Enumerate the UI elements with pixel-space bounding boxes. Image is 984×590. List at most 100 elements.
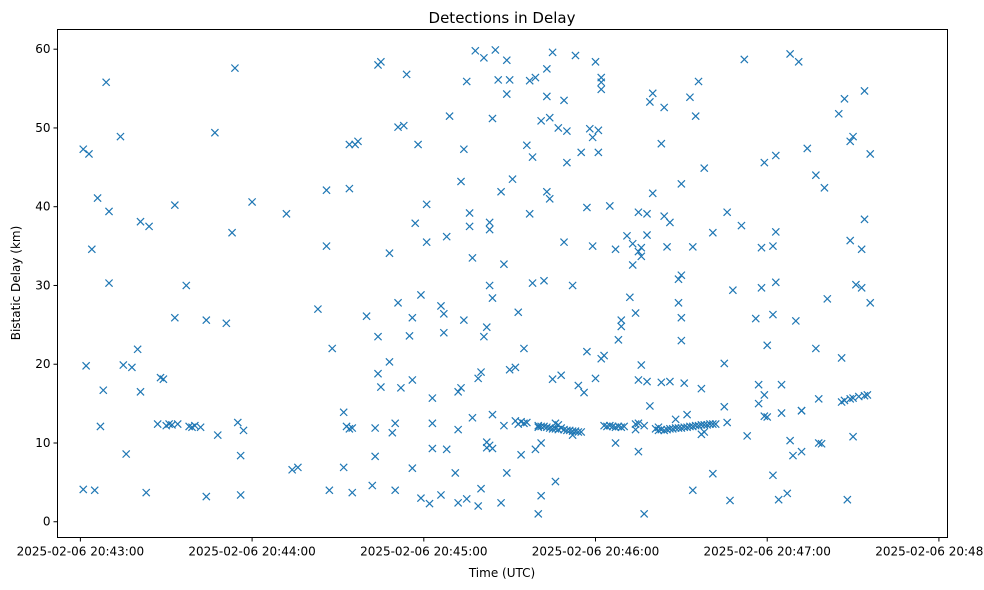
data-point xyxy=(654,426,663,435)
data-point xyxy=(282,209,291,218)
data-point xyxy=(777,380,786,389)
data-point xyxy=(588,242,597,251)
data-point xyxy=(660,426,669,435)
data-point xyxy=(402,70,411,79)
data-point xyxy=(436,301,445,310)
data-point xyxy=(511,363,520,372)
data-point xyxy=(525,76,534,85)
data-point xyxy=(560,238,569,247)
data-point xyxy=(611,245,620,254)
data-point xyxy=(711,420,720,429)
data-point xyxy=(542,187,551,196)
data-point xyxy=(823,294,832,303)
data-point xyxy=(414,140,423,149)
data-point xyxy=(720,359,729,368)
data-point xyxy=(580,388,589,397)
data-point xyxy=(663,242,672,251)
data-point xyxy=(548,375,557,384)
data-point xyxy=(408,313,417,322)
data-point xyxy=(459,316,468,325)
data-point xyxy=(442,445,451,454)
data-point xyxy=(348,423,357,433)
data-point xyxy=(683,410,692,419)
data-point xyxy=(93,194,102,203)
x-axis: 2025-02-06 20:43:00 2025-02-06 20:44:00 20… xyxy=(17,537,984,559)
data-point xyxy=(774,495,783,504)
data-point xyxy=(660,212,669,221)
data-point xyxy=(454,425,463,434)
data-point xyxy=(399,121,408,130)
data-point xyxy=(594,126,603,135)
data-point xyxy=(700,427,709,436)
data-point xyxy=(519,419,528,428)
data-point xyxy=(594,148,603,157)
data-point xyxy=(577,148,586,157)
data-point xyxy=(657,139,666,148)
y-tick-label: 30 xyxy=(35,278,50,292)
data-point xyxy=(837,353,846,362)
data-point xyxy=(588,133,597,142)
data-point xyxy=(531,73,540,82)
data-point xyxy=(648,89,657,98)
data-point xyxy=(462,77,471,86)
data-point xyxy=(505,365,514,374)
data-point xyxy=(708,228,717,237)
data-point xyxy=(851,280,860,289)
data-point xyxy=(680,379,689,388)
data-point xyxy=(505,75,514,84)
data-point xyxy=(597,78,606,87)
data-point xyxy=(562,158,571,167)
data-point xyxy=(817,439,826,448)
data-point xyxy=(519,344,528,353)
data-point xyxy=(600,351,609,360)
y-tick-label: 0 xyxy=(43,515,51,529)
data-point xyxy=(525,209,534,218)
data-point xyxy=(697,420,706,429)
data-point xyxy=(723,418,732,427)
data-point xyxy=(79,485,88,494)
data-point xyxy=(528,279,537,288)
data-point xyxy=(136,217,145,226)
data-point xyxy=(428,419,437,428)
y-axis-label: Bistatic Delay (km) xyxy=(9,226,23,341)
data-point xyxy=(394,123,403,132)
data-point xyxy=(408,375,417,385)
data-point xyxy=(371,423,380,433)
data-point xyxy=(236,451,245,460)
data-point xyxy=(768,471,777,480)
data-point xyxy=(640,421,649,430)
data-point xyxy=(488,114,497,123)
data-point xyxy=(622,231,632,240)
data-point xyxy=(642,231,652,240)
data-point xyxy=(723,208,732,217)
data-point xyxy=(479,53,488,62)
data-point xyxy=(737,221,746,230)
data-point xyxy=(777,409,786,418)
data-point xyxy=(494,75,503,84)
data-point xyxy=(849,394,858,403)
data-point xyxy=(517,450,526,459)
data-point xyxy=(820,183,829,192)
data-point xyxy=(422,200,431,209)
data-point xyxy=(542,92,551,101)
y-axis: 0 10 20 30 40 50 60 xyxy=(35,42,58,529)
data-point xyxy=(542,64,551,73)
data-point xyxy=(688,486,697,495)
x-tick-label: 2025-02-06 20:46:00 xyxy=(532,545,659,559)
data-point xyxy=(849,132,858,141)
data-point xyxy=(786,49,795,58)
data-point xyxy=(797,406,806,415)
y-tick-label: 20 xyxy=(35,357,50,371)
data-point xyxy=(617,423,626,432)
data-point xyxy=(637,360,646,370)
data-point xyxy=(537,491,546,500)
data-point xyxy=(442,232,451,241)
data-point xyxy=(190,421,199,430)
data-point xyxy=(127,363,136,372)
data-point xyxy=(528,153,537,162)
data-point xyxy=(388,428,397,437)
data-point xyxy=(465,222,474,231)
data-point xyxy=(182,281,191,290)
data-point xyxy=(849,432,858,441)
data-point xyxy=(771,278,780,287)
